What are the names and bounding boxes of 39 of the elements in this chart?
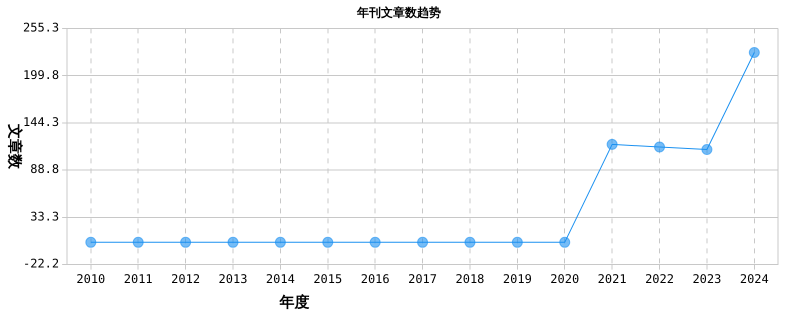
x-tick-label: 2010 (76, 272, 106, 286)
x-tick-label: 2018 (456, 272, 484, 286)
point (85, 236, 96, 248)
x-tick-label: 2022 (645, 272, 674, 286)
point (654, 141, 666, 152)
point (464, 236, 476, 248)
point (559, 236, 570, 248)
x-tick-label: 2012 (171, 272, 200, 286)
point (417, 236, 428, 248)
x-tick-label: 2014 (266, 272, 295, 286)
point (180, 236, 192, 248)
point (606, 138, 618, 150)
y-tick-label: 88.8 (30, 162, 60, 176)
x-axis-title: 年度 (278, 292, 310, 311)
x-tick-label: 2013 (218, 272, 248, 286)
point (512, 236, 523, 248)
y-tick-label: -22.2 (23, 256, 60, 271)
point (701, 144, 712, 156)
x-tick-label: 2024 (740, 272, 769, 286)
x-tick-label: 2011 (124, 272, 153, 286)
point (274, 236, 286, 248)
point (370, 236, 381, 248)
x-tick-label: 2016 (360, 272, 390, 286)
y-tick-label: 199.8 (23, 68, 60, 82)
x-tick-label: 2021 (598, 272, 627, 286)
x-tick-label: 2015 (313, 272, 342, 286)
y-tick-label: 33.3 (30, 209, 60, 224)
x-tick-label: 2017 (408, 272, 438, 286)
x-tick-label: 2020 (550, 272, 580, 286)
y-tick-label: 144.3 (23, 115, 60, 130)
point (227, 236, 238, 248)
point (132, 236, 144, 248)
x-tick-label: 2023 (692, 272, 722, 286)
chart-title: 年刊文章数趋势 (356, 5, 441, 20)
y-tick-label: 255.3 (23, 20, 60, 35)
x-tick-label: 2019 (502, 272, 532, 286)
y-axis-title: 文章数 (6, 123, 24, 170)
point (748, 46, 760, 58)
point (322, 236, 334, 248)
